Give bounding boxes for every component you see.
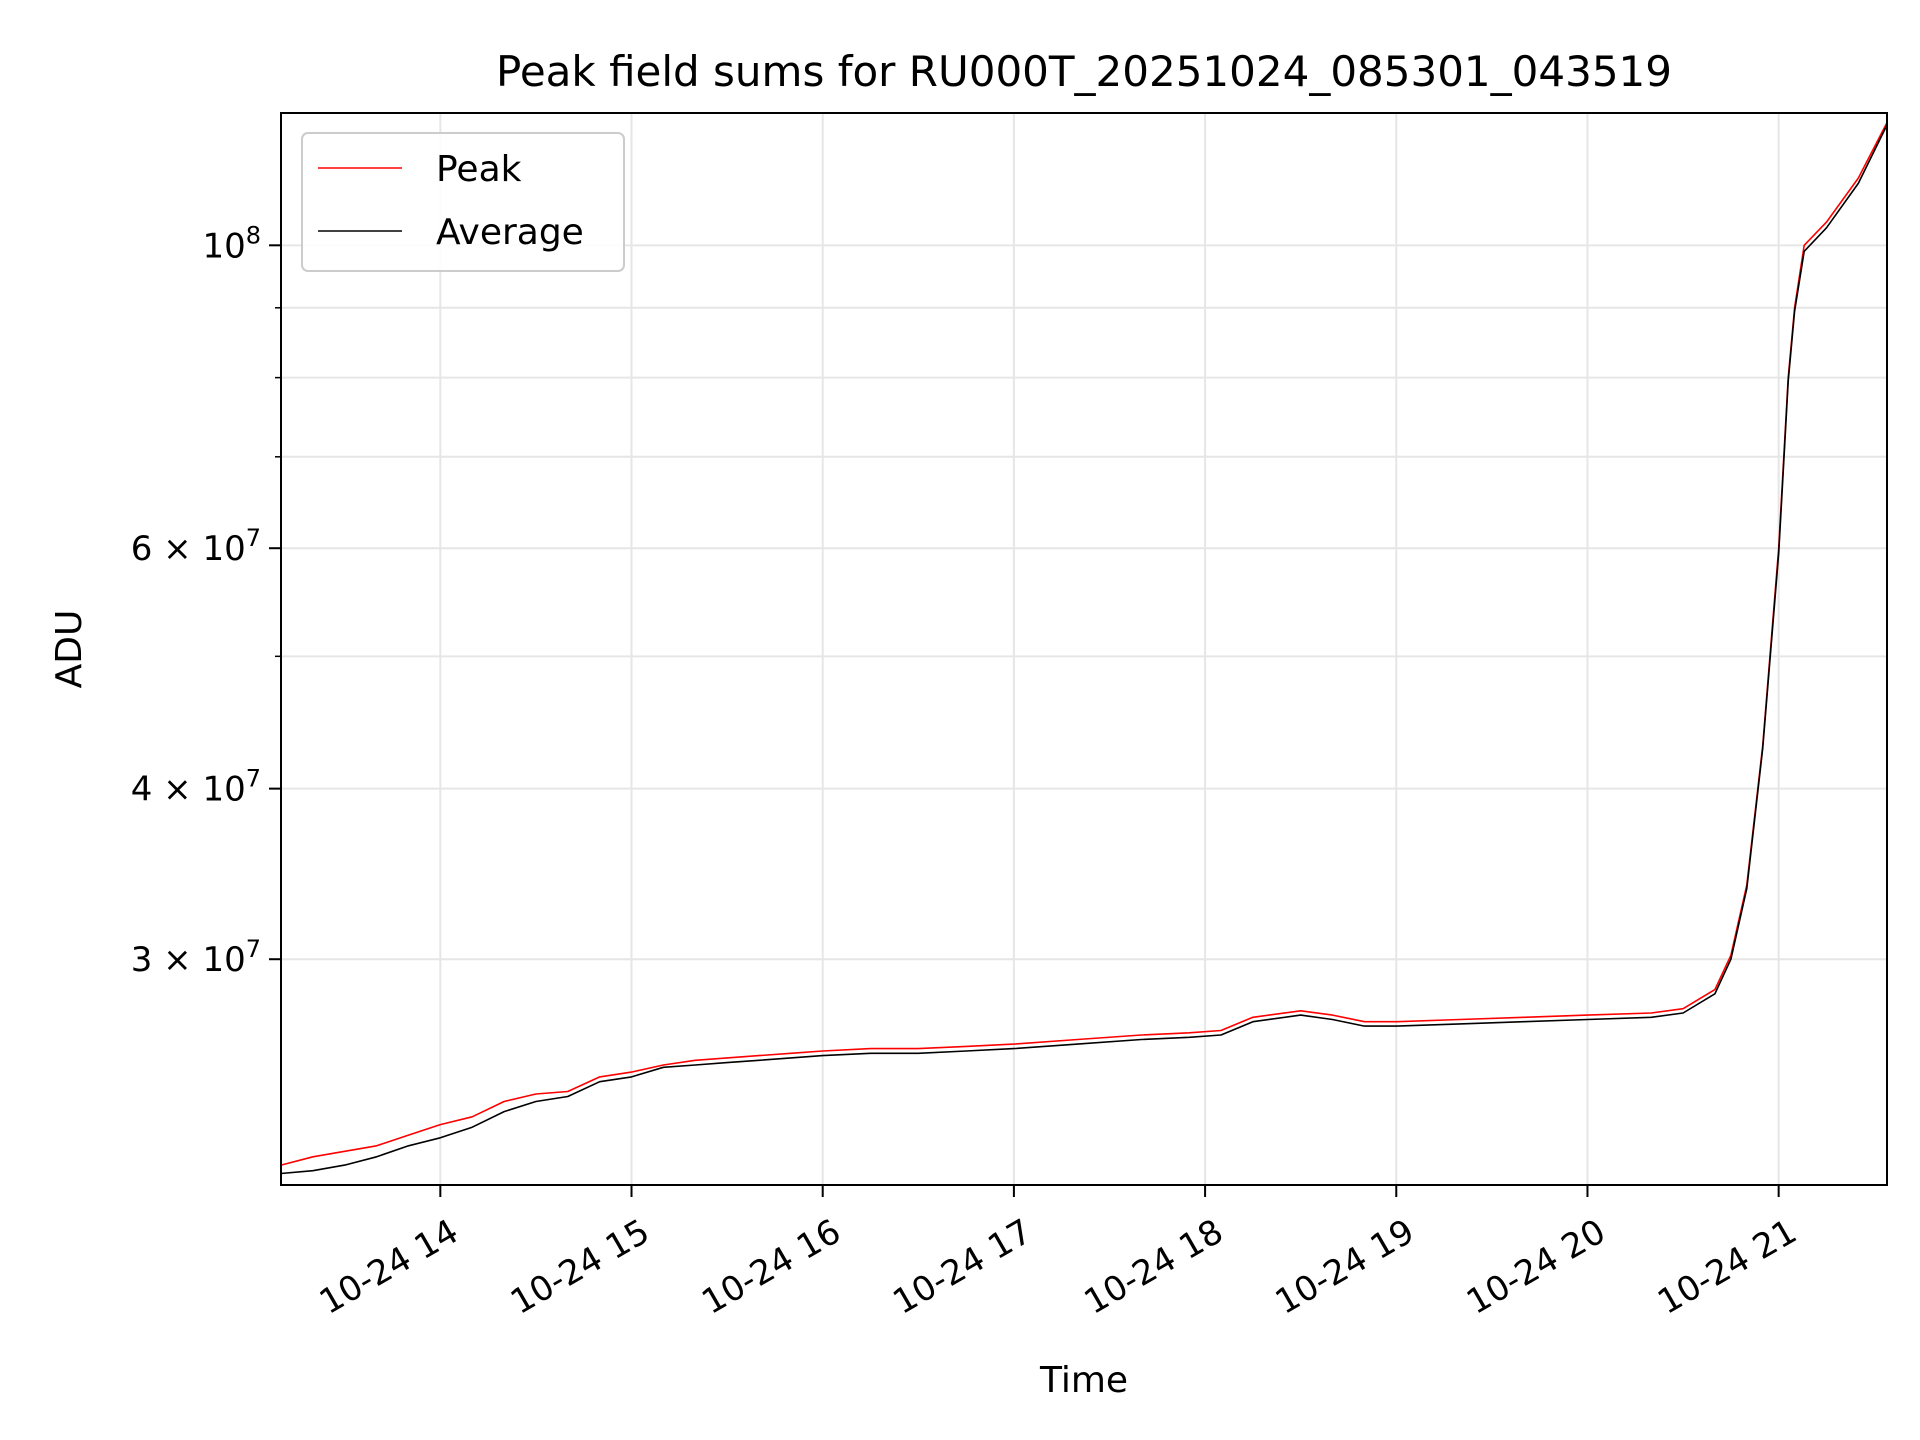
plot-area-frame [280,112,1888,1186]
legend: Peak Average [301,132,625,272]
series-line-average [280,124,1888,1175]
y-axis-label: ADU [49,610,90,689]
y-tick-label: 6 × 107 [131,524,261,569]
legend-label-peak: Peak [436,149,522,190]
legend-label-average: Average [436,212,584,253]
series-lines [280,122,1888,1175]
y-tick-label: 108 [202,221,261,266]
x-axis-label: Time [1039,1360,1128,1401]
plot-area-background [281,113,1887,1185]
y-tick-label: 4 × 107 [131,765,261,810]
y-tick-label: 3 × 107 [131,935,261,980]
grid [281,113,1887,1185]
chart-title: Peak field sums for RU000T_20251024_0853… [496,47,1672,96]
